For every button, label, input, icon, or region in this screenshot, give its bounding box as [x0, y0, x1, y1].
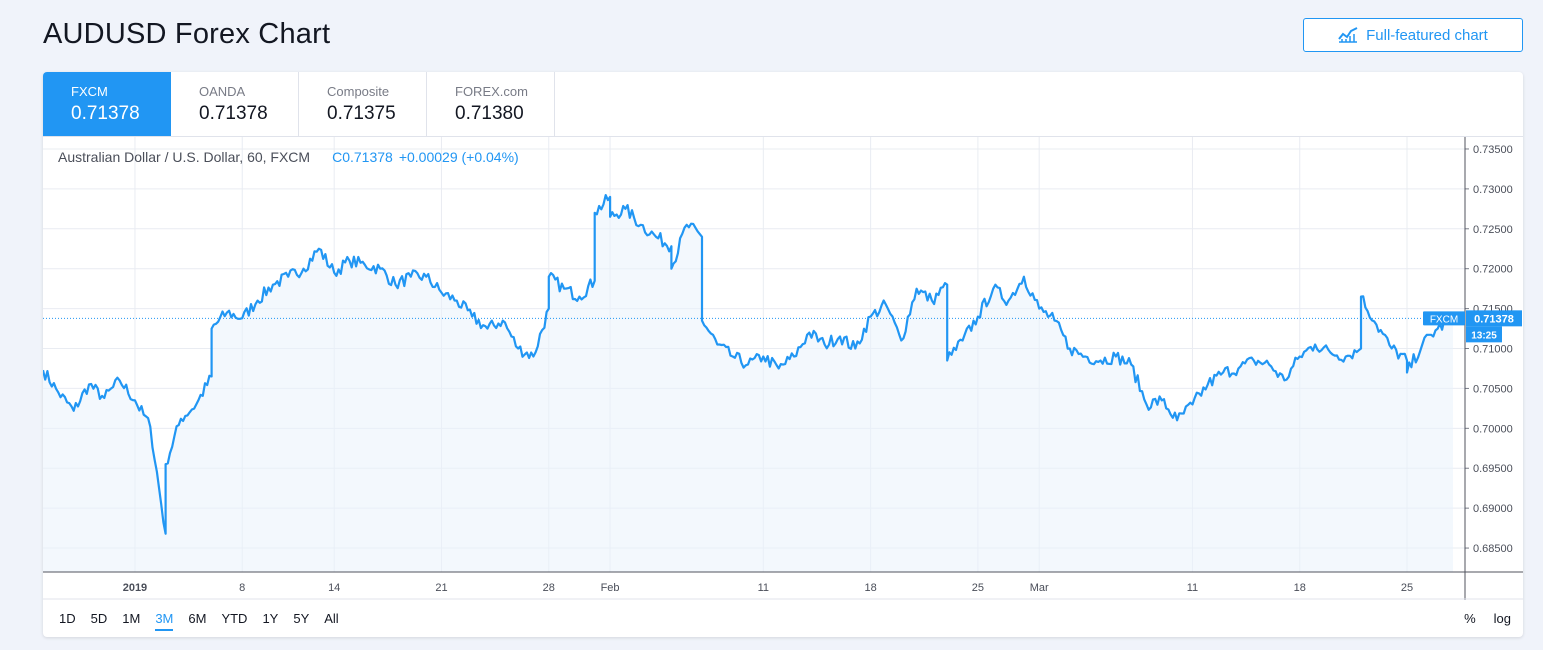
range-3m[interactable]: 3M — [155, 611, 174, 631]
tab-name: OANDA — [199, 84, 246, 99]
tab-name: Composite — [327, 84, 390, 99]
tab-value: 0.71375 — [327, 103, 396, 124]
y-tick-label: 0.72500 — [1473, 224, 1513, 236]
legend-symbol: Australian Dollar / U.S. Dollar, 60, FXC… — [58, 149, 311, 165]
countdown-badge — [1466, 326, 1502, 343]
tab-oanda[interactable]: OANDA 0.71378 — [171, 72, 299, 136]
legend-close-prefix: C — [332, 149, 343, 165]
x-tick-label: 8 — [239, 582, 245, 594]
tab-name: FOREX.com — [455, 84, 528, 99]
y-tick-label: 0.71000 — [1473, 344, 1513, 356]
chart-widget: FXCM 0.71378 OANDA 0.71378 Composite 0.7… — [43, 72, 1523, 637]
legend-change: +0.00029 (+0.04%) — [398, 149, 519, 165]
range-buttons: 1D 5D 1M 3M 6M YTD 1Y 5Y All — [59, 611, 354, 631]
range-5d[interactable]: 5D — [90, 611, 108, 626]
tab-composite[interactable]: Composite 0.71375 — [299, 72, 427, 136]
y-tick-label: 0.73500 — [1473, 144, 1513, 156]
x-tick-label: 14 — [328, 582, 340, 594]
y-tick-label: 0.73000 — [1473, 184, 1513, 196]
last-price-text: 0.71378 — [1474, 313, 1514, 325]
x-tick-label: 18 — [864, 582, 876, 594]
x-tick-label: 25 — [972, 582, 984, 594]
range-ytd[interactable]: YTD — [221, 611, 248, 626]
tab-name: FXCM — [71, 84, 108, 99]
x-tick-label: 11 — [1187, 582, 1198, 594]
y-tick-label: 0.72000 — [1473, 264, 1513, 276]
y-tick-label: 0.70000 — [1473, 423, 1513, 435]
x-tick-label: 28 — [543, 582, 555, 594]
chart-legend: Australian Dollar / U.S. Dollar, 60, FXC… — [58, 149, 519, 165]
range-6m[interactable]: 6M — [188, 611, 207, 626]
x-tick-label: 2019 — [123, 582, 147, 594]
y-tick-label: 0.70500 — [1473, 383, 1513, 395]
tab-value: 0.71380 — [455, 103, 524, 124]
tab-fxcm[interactable]: FXCM 0.71378 — [43, 72, 171, 136]
x-tick-label: 25 — [1401, 582, 1413, 594]
chart-line-icon — [1338, 27, 1358, 43]
x-tick-label: Mar — [1030, 582, 1049, 594]
legend-close-value: 0.71378 — [342, 149, 393, 165]
page-title: AUDUSD Forex Chart — [43, 18, 331, 50]
percent-scale-button[interactable]: % — [1464, 611, 1476, 626]
x-tick-label: 11 — [758, 582, 769, 594]
price-chart[interactable]: 0.735000.730000.725000.720000.715000.710… — [43, 137, 1523, 600]
x-tick-label: 21 — [435, 582, 447, 594]
range-1m[interactable]: 1M — [122, 611, 141, 626]
y-tick-label: 0.68500 — [1473, 543, 1513, 555]
series-label-badge — [1423, 311, 1465, 326]
last-price-badge — [1466, 310, 1522, 327]
scale-options: % log — [1464, 611, 1511, 626]
range-5y[interactable]: 5Y — [293, 611, 310, 626]
series-label-text: FXCM — [1430, 314, 1458, 325]
countdown-text: 13:25 — [1471, 330, 1497, 341]
tab-value: 0.71378 — [199, 103, 268, 124]
tabs-divider — [43, 136, 1523, 137]
x-tick-label: Feb — [601, 582, 620, 594]
range-toolbar: 1D 5D 1M 3M 6M YTD 1Y 5Y All % log — [43, 600, 1523, 637]
tab-forex-com[interactable]: FOREX.com 0.71380 — [427, 72, 555, 136]
log-scale-button[interactable]: log — [1493, 611, 1511, 626]
range-all[interactable]: All — [324, 611, 339, 626]
broker-tabs: FXCM 0.71378 OANDA 0.71378 Composite 0.7… — [43, 72, 555, 136]
y-tick-label: 0.69000 — [1473, 503, 1513, 515]
range-1y[interactable]: 1Y — [262, 611, 279, 626]
tab-value: 0.71378 — [71, 103, 140, 124]
series-line-fxcm — [43, 194, 1454, 535]
series-area — [43, 195, 1453, 572]
range-1d[interactable]: 1D — [59, 611, 76, 626]
full-featured-chart-label: Full-featured chart — [1366, 26, 1488, 44]
y-tick-label: 0.69500 — [1473, 463, 1513, 475]
x-tick-label: 18 — [1294, 582, 1306, 594]
full-featured-chart-button[interactable]: Full-featured chart — [1303, 18, 1523, 52]
